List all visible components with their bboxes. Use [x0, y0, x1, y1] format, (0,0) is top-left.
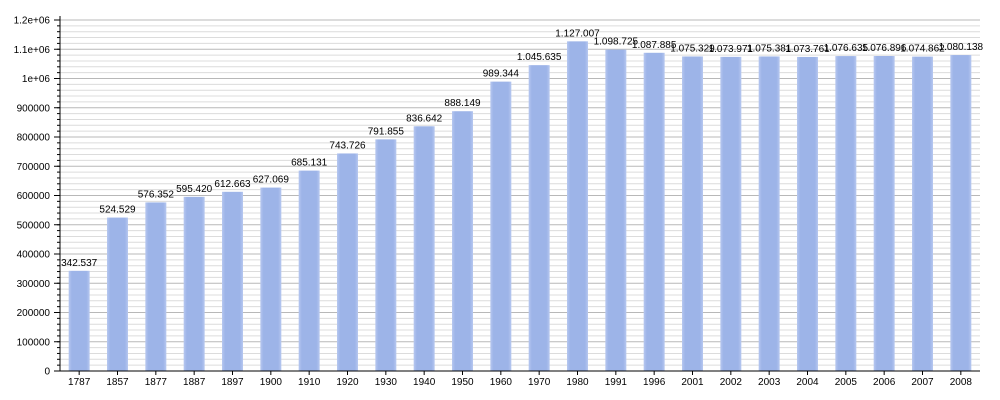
data-label-2005: 1.076.635 [824, 43, 869, 54]
y-tick-label: 200000 [17, 308, 51, 319]
data-label-1900: 627.069 [253, 175, 290, 186]
bar-2005 [835, 56, 857, 372]
x-tick-label-2004: 2004 [796, 377, 819, 388]
x-tick-label-2003: 2003 [758, 377, 781, 388]
x-tick-label-1877: 1877 [145, 377, 168, 388]
x-tick-label-2001: 2001 [681, 377, 704, 388]
data-label-2004: 1.073.761 [785, 44, 830, 55]
x-tick-label-1940: 1940 [413, 377, 436, 388]
data-label-1970: 1.045.635 [517, 52, 562, 63]
x-tick-label-1960: 1960 [490, 377, 513, 388]
bar-1991 [605, 49, 627, 372]
x-tick-label-1980: 1980 [566, 377, 589, 388]
bar-1787 [68, 270, 90, 371]
y-tick-label: 0 [44, 367, 50, 378]
x-tick-label-2008: 2008 [950, 377, 973, 388]
x-tick-label-1857: 1857 [106, 377, 129, 388]
bar-2006 [873, 56, 895, 371]
bar-2001 [682, 56, 703, 371]
axes [54, 16, 980, 375]
data-label-2006: 1.076.896 [862, 43, 907, 54]
bar-1960 [490, 81, 512, 371]
x-tick-label-2002: 2002 [720, 377, 743, 388]
bar-1920 [337, 153, 358, 371]
y-tick-label: 1e+06 [22, 74, 51, 85]
data-label-1910: 685.131 [291, 158, 328, 169]
y-tick-label: 900000 [17, 103, 51, 114]
x-tick-label-1950: 1950 [451, 377, 474, 388]
x-tick-label-1787: 1787 [68, 377, 91, 388]
x-tick-label-1930: 1930 [375, 377, 398, 388]
x-tick-label-1991: 1991 [605, 377, 628, 388]
y-tick-label: 1.2e+06 [14, 16, 51, 27]
data-label-1996: 1.087.885 [632, 40, 677, 51]
data-label-1930: 791.855 [368, 126, 405, 137]
x-tick-label-1910: 1910 [298, 377, 321, 388]
y-tick-label: 500000 [17, 220, 51, 231]
data-label-2003: 1.075.381 [747, 43, 792, 54]
y-tick-label: 300000 [17, 279, 51, 290]
bar-1970 [528, 65, 550, 371]
bar-1940 [413, 126, 435, 371]
y-tick-label: 700000 [17, 162, 51, 173]
data-label-1950: 888.149 [444, 98, 481, 109]
data-label-2002: 1.073.971 [709, 44, 754, 55]
data-label-1991: 1.098.725 [594, 37, 639, 48]
bar-2004 [797, 56, 818, 372]
x-tick-label-1970: 1970 [528, 377, 551, 388]
bar-1950 [452, 111, 473, 371]
data-label-1940: 836.642 [406, 113, 443, 124]
y-tick-label: 400000 [17, 250, 51, 261]
x-tick-label-2005: 2005 [835, 377, 858, 388]
bar-1980 [567, 41, 588, 371]
x-tick-label-1996: 1996 [643, 377, 666, 388]
bar-1887 [183, 196, 205, 371]
data-label-1787: 342.537 [61, 258, 98, 269]
data-label-1857: 524.529 [99, 205, 136, 216]
data-label-1877: 576.352 [138, 189, 175, 200]
data-label-1920: 743.726 [329, 140, 366, 151]
bar-1857 [107, 217, 128, 371]
bar-2008 [950, 55, 972, 372]
bar-2007 [912, 56, 933, 371]
bar-1930 [375, 139, 397, 371]
bar-1897 [222, 191, 243, 371]
x-tick-label-2007: 2007 [911, 377, 934, 388]
data-label-1887: 595.420 [176, 184, 213, 195]
y-tick-label: 600000 [17, 191, 51, 202]
data-label-1960: 989.344 [483, 69, 520, 80]
bar-2003 [758, 56, 780, 372]
bar-1910 [298, 170, 320, 371]
y-tick-label: 1.1e+06 [14, 45, 51, 56]
data-label-2008: 1.080.138 [939, 42, 984, 53]
bar-2002 [720, 56, 742, 371]
bar-1996 [643, 52, 665, 371]
x-tick-label-1920: 1920 [336, 377, 359, 388]
x-tick-label-1887: 1887 [183, 377, 206, 388]
y-tick-label: 100000 [17, 337, 51, 348]
bar-1877 [145, 202, 167, 371]
y-tick-labels: 0 100000 200000 300000 400000 500000 600000 700… [14, 16, 51, 378]
bar-1900 [260, 187, 282, 371]
y-tick-label: 800000 [17, 133, 51, 144]
grid-lines [60, 19, 980, 366]
x-tick-label-1900: 1900 [260, 377, 283, 388]
x-tick-label-2006: 2006 [873, 377, 896, 388]
data-label-2001: 1.075.329 [670, 43, 715, 54]
x-tick-labels: 1787 1857 1877 1887 1897 1900 1910 1920 1930 1940… [68, 377, 972, 388]
bars [68, 41, 972, 372]
data-label-1980: 1.127.007 [555, 28, 600, 39]
data-label-1897: 612.663 [214, 179, 251, 190]
data-label-2007: 1.074.862 [900, 44, 945, 55]
x-tick-label-1897: 1897 [221, 377, 244, 388]
